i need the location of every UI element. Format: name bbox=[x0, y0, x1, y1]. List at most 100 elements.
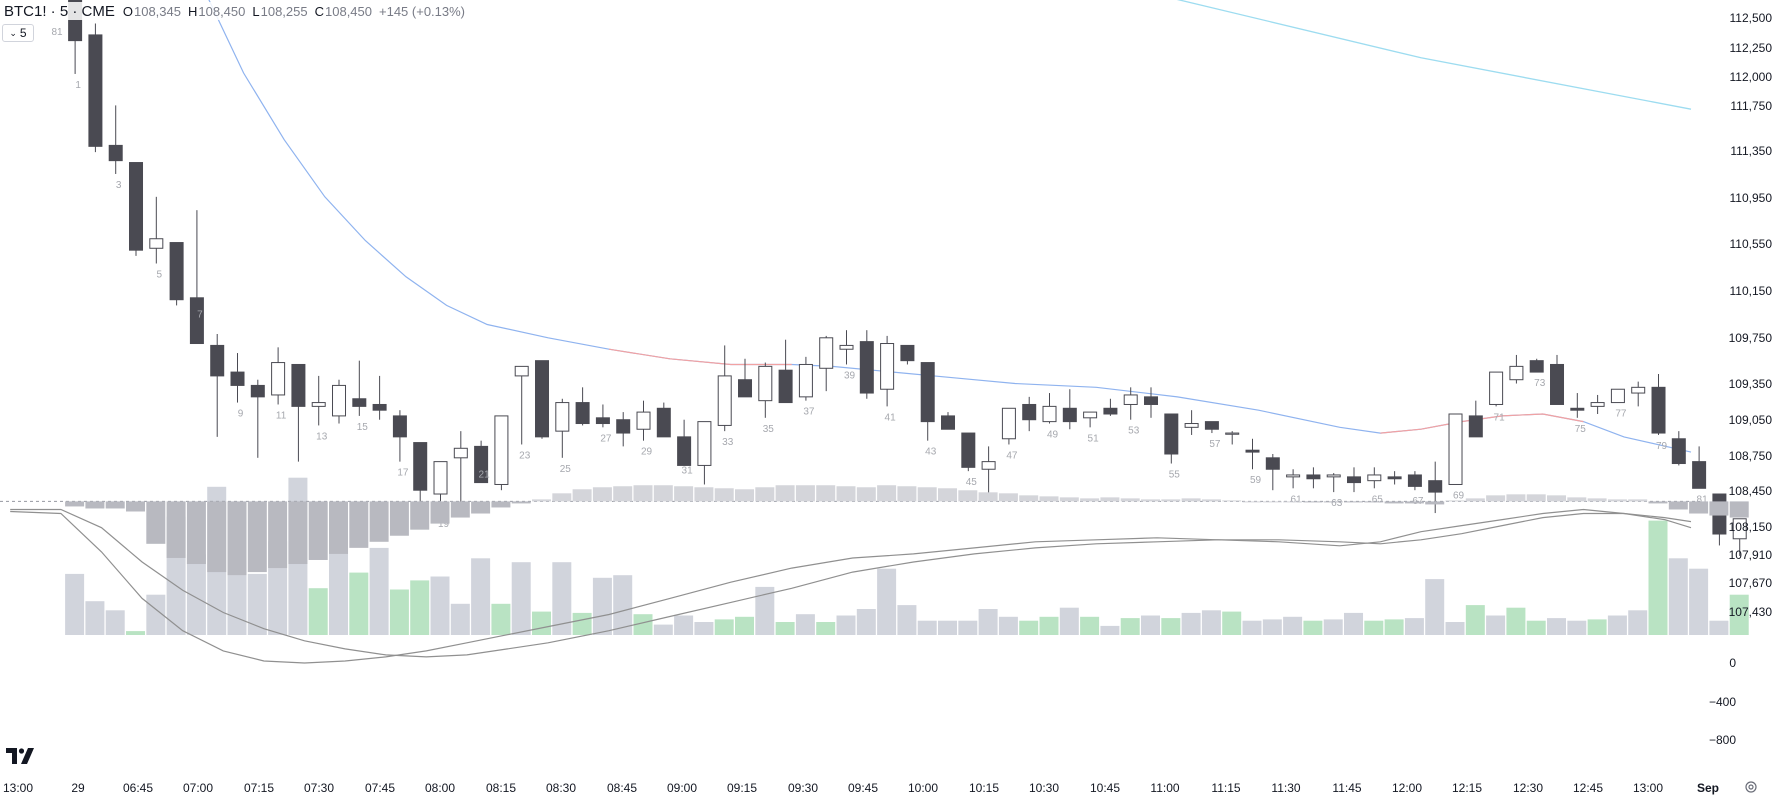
ema-fast-line-highlight bbox=[608, 348, 792, 366]
bar-number-label: 7 bbox=[197, 310, 203, 321]
macd-axis[interactable]: 0 −400 −800 bbox=[1709, 656, 1736, 747]
bar-number-label: 41 bbox=[885, 412, 897, 423]
macd-histogram-bar bbox=[1120, 498, 1140, 502]
macd-histogram-bar bbox=[1648, 501, 1668, 504]
tradingview-logo-icon[interactable] bbox=[6, 748, 34, 764]
candle-body bbox=[616, 419, 631, 434]
volume-bar bbox=[735, 616, 755, 635]
chevron-down-icon: ⌄ bbox=[9, 27, 17, 38]
time-axis[interactable]: 13:00 29 06:45 07:00 07:15 07:30 07:45 08:00 08:… bbox=[3, 781, 1719, 795]
bar-number-label: 5 bbox=[157, 270, 163, 281]
bar-number-label: 65 bbox=[1372, 494, 1384, 505]
candle-body bbox=[1428, 480, 1443, 493]
open-value: 108,345 bbox=[133, 3, 181, 19]
candle bbox=[1042, 393, 1057, 424]
volume-bar bbox=[1161, 618, 1181, 635]
time-tick-label: 08:30 bbox=[546, 781, 576, 795]
price-tick-label: 110,950 bbox=[1730, 191, 1773, 205]
candle bbox=[920, 362, 935, 441]
macd-histogram-bar bbox=[1059, 497, 1079, 502]
candle bbox=[1083, 411, 1098, 428]
candle-body bbox=[1184, 423, 1199, 428]
candle-body bbox=[169, 242, 184, 301]
macd-histogram-bar bbox=[85, 501, 105, 509]
bar-number-label: 77 bbox=[1615, 409, 1627, 420]
macd-histogram-bar bbox=[491, 501, 511, 508]
price-axis[interactable]: 112,500 112,250 112,000 111,750 111,350 110,9… bbox=[1729, 11, 1773, 619]
macd-histogram-bar bbox=[430, 501, 450, 524]
candle-body bbox=[636, 411, 651, 430]
candle-body bbox=[1448, 413, 1463, 485]
bar-number-label: 37 bbox=[803, 407, 815, 418]
candle bbox=[372, 375, 387, 420]
time-tick-label: 08:00 bbox=[425, 781, 455, 795]
candle bbox=[555, 398, 570, 458]
candle bbox=[1468, 400, 1483, 438]
price-tick-label: 110,150 bbox=[1730, 284, 1773, 298]
volume-bar bbox=[1303, 620, 1323, 635]
volume-bar bbox=[1364, 620, 1384, 635]
volume-bar bbox=[1547, 618, 1567, 635]
candle bbox=[1326, 473, 1341, 493]
bar-number-label: 23 bbox=[519, 450, 531, 461]
macd-histogram-bar bbox=[897, 486, 917, 502]
candle-body bbox=[230, 371, 245, 386]
bar-number-label: 63 bbox=[1331, 498, 1343, 509]
volume-bar bbox=[694, 622, 714, 635]
volume-bar bbox=[816, 622, 836, 635]
macd-histogram-bar bbox=[349, 501, 369, 548]
volume-bar bbox=[674, 615, 694, 635]
gear-icon[interactable] bbox=[1744, 780, 1758, 794]
open-key: O bbox=[122, 3, 133, 19]
candles-layer bbox=[68, 0, 1747, 556]
symbol-legend[interactable]: BTC1! · 5 · CME O 108,345 H 108,450 L 108,2… bbox=[4, 2, 466, 20]
bar-number-label: 71 bbox=[1494, 412, 1506, 423]
bar-number-label: 17 bbox=[397, 468, 409, 479]
candle-body bbox=[494, 415, 509, 485]
macd-histogram-bar bbox=[998, 493, 1018, 502]
macd-histogram-bar bbox=[186, 501, 206, 565]
candle-body bbox=[1387, 476, 1402, 480]
candle bbox=[1225, 431, 1240, 445]
candle-body bbox=[1225, 432, 1240, 435]
time-tick-label: Sep bbox=[1697, 781, 1719, 795]
volume-bar bbox=[1607, 615, 1627, 635]
macd-histogram-bar bbox=[1506, 494, 1526, 502]
volume-bar bbox=[491, 603, 511, 635]
macd-histogram-bar bbox=[389, 501, 409, 536]
macd-histogram-bar bbox=[1141, 499, 1161, 502]
volume-bar bbox=[1567, 620, 1587, 635]
macd-histogram-bar bbox=[1262, 501, 1282, 503]
candle-body bbox=[1509, 365, 1524, 381]
macd-histogram-bar bbox=[1344, 501, 1364, 503]
candle bbox=[1610, 388, 1625, 404]
candle bbox=[1590, 394, 1605, 414]
candle bbox=[494, 415, 509, 491]
symbol-title[interactable]: BTC1! · 5 · CME bbox=[4, 2, 115, 20]
macd-histogram-bar bbox=[532, 499, 552, 502]
volume-bar bbox=[714, 619, 734, 635]
candle bbox=[1265, 454, 1280, 491]
bar-number-label: 3 bbox=[116, 180, 122, 191]
macd-tick-label: 0 bbox=[1729, 656, 1736, 670]
bar-number-label: 15 bbox=[357, 422, 369, 433]
candle bbox=[1509, 354, 1524, 384]
candle bbox=[859, 330, 874, 399]
candle-body bbox=[332, 384, 347, 417]
candle-body bbox=[1083, 411, 1098, 419]
candle bbox=[778, 339, 793, 404]
candle bbox=[1570, 393, 1585, 418]
candle bbox=[839, 330, 854, 365]
interval-toggle-button[interactable]: ⌄ 5 bbox=[2, 24, 34, 42]
macd-histogram-bar bbox=[1242, 501, 1262, 503]
volume-bar bbox=[958, 620, 978, 635]
macd-histogram-bar bbox=[1161, 499, 1181, 502]
macd-histogram-bar bbox=[1404, 501, 1424, 504]
time-tick-label: 10:30 bbox=[1029, 781, 1059, 795]
candle-body bbox=[108, 144, 123, 162]
candle-body bbox=[1062, 407, 1077, 423]
candle-body bbox=[1732, 518, 1747, 540]
bar-number-label: 55 bbox=[1169, 470, 1181, 481]
